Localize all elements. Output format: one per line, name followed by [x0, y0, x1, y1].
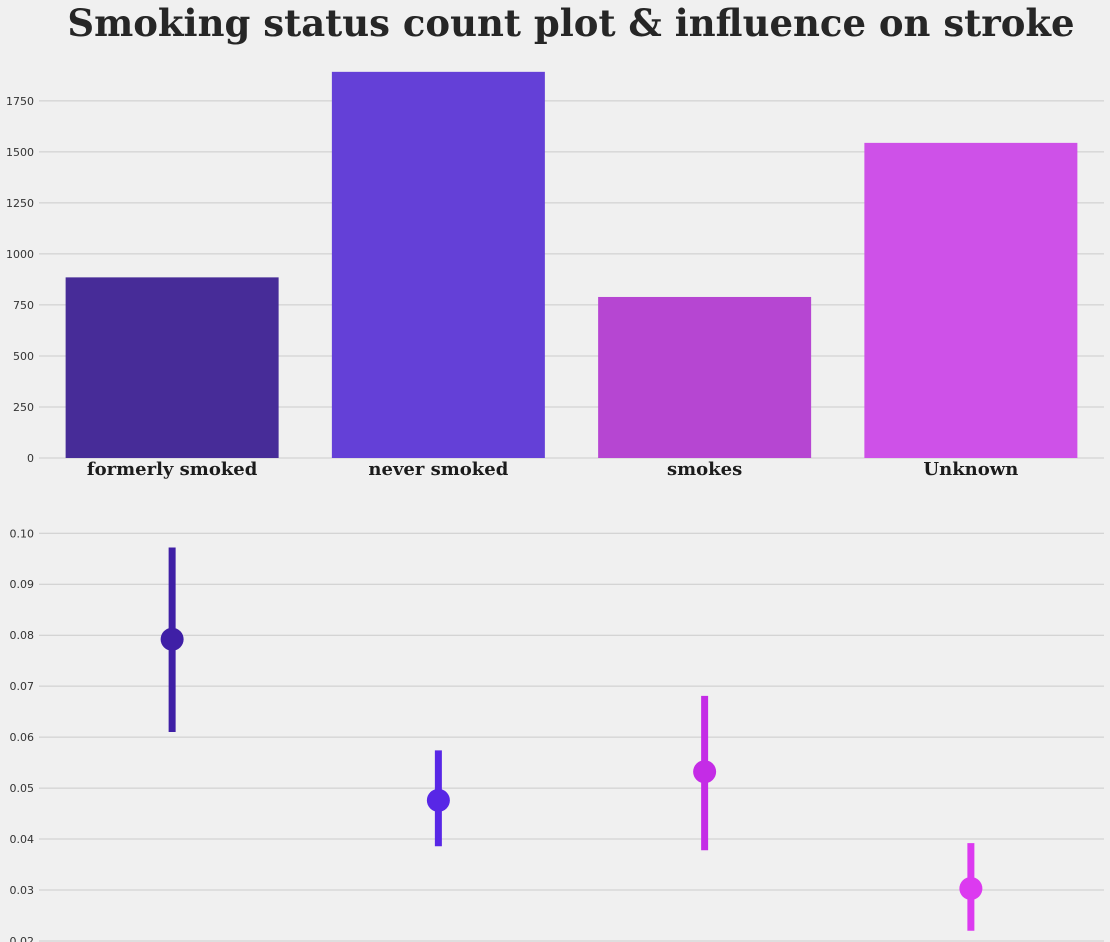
point-y-tick-label: 0.02 [10, 935, 35, 942]
point-y-tick-label: 0.04 [10, 833, 35, 846]
count-y-tick-label: 250 [13, 401, 34, 414]
point-never-smoked [426, 788, 450, 812]
count-plot-y-axis: 0 250 500 750 1000 1250 1500 1750 [6, 95, 34, 465]
stroke-rate-point-plot: 0.02 0.03 0.04 0.05 0.06 0.07 0.08 0.09 0.10 [10, 527, 1104, 942]
point-plot-y-axis: 0.02 0.03 0.04 0.05 0.06 0.07 0.08 0.09 0.10 [10, 527, 35, 942]
bar-formerly-smoked [65, 277, 279, 458]
point-formerly-smoked [160, 627, 184, 651]
point-y-tick-label: 0.06 [10, 731, 35, 744]
count-y-tick-label: 750 [13, 299, 34, 312]
point-plot-gridlines [39, 532, 1104, 942]
point-smokes [693, 760, 717, 784]
point-y-tick-label: 0.03 [10, 884, 35, 897]
count-y-tick-label: 1250 [6, 197, 34, 210]
count-y-tick-label: 0 [27, 452, 34, 465]
point-y-tick-label: 0.09 [10, 578, 35, 591]
point-y-tick-label: 0.08 [10, 629, 35, 642]
category-label-never-smoked: never smoked [368, 459, 508, 480]
smoking-status-count-plot: 0 250 500 750 1000 1250 1500 1750 formerly smok… [6, 71, 1104, 480]
count-y-tick-label: 1500 [6, 146, 34, 159]
bar-unknown [864, 142, 1078, 458]
category-label-smokes: smokes [667, 459, 742, 480]
count-plot-bars [65, 71, 1078, 458]
count-y-tick-label: 1000 [6, 248, 34, 261]
point-y-tick-label: 0.07 [10, 680, 35, 693]
chart-title: Smoking status count plot & influence on… [67, 1, 1074, 45]
point-unknown [959, 876, 983, 900]
point-plot-marks [160, 547, 983, 931]
point-y-tick-label: 0.10 [10, 527, 35, 540]
bar-never-smoked [331, 71, 545, 458]
category-label-formerly-smoked: formerly smoked [87, 459, 258, 480]
point-y-tick-label: 0.05 [10, 782, 35, 795]
count-y-tick-label: 500 [13, 350, 34, 363]
count-y-tick-label: 1750 [6, 95, 34, 108]
category-label-unknown: Unknown [923, 459, 1018, 480]
count-plot-x-axis: formerly smoked never smoked smokes Unknown [87, 459, 1018, 480]
bar-smokes [598, 296, 812, 458]
